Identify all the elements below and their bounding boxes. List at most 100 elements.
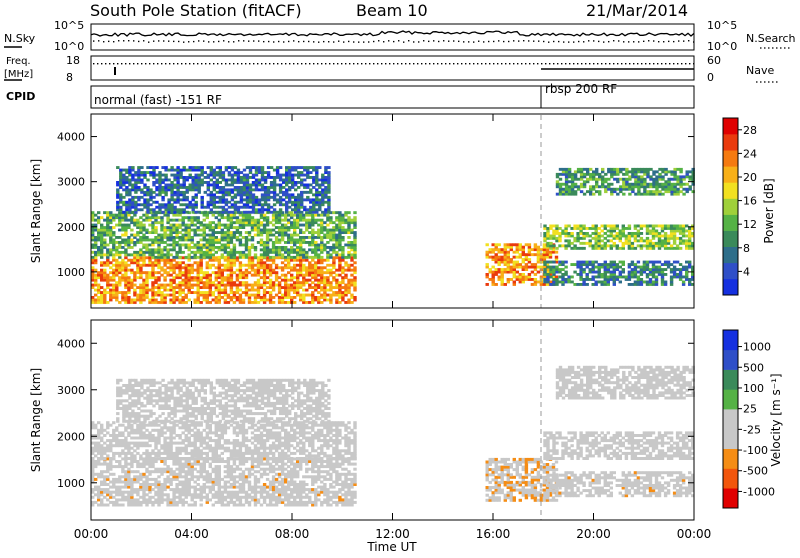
heatmap-cell: [185, 229, 188, 232]
heatmap-cell: [323, 266, 326, 269]
heatmap-cell: [245, 231, 248, 234]
heatmap-cell: [555, 276, 558, 279]
heatmap-cell: [335, 229, 338, 232]
heatmap-cell: [522, 276, 525, 279]
heatmap-cell: [335, 244, 338, 247]
heatmap-cell: [172, 289, 175, 292]
heatmap-cell: [314, 244, 317, 247]
heatmap-cell: [136, 286, 139, 289]
heatmap-cell: [224, 264, 227, 267]
heatmap-cell: [564, 247, 567, 250]
heatmap-cell: [227, 276, 230, 279]
heatmap-cell: [242, 244, 245, 247]
heatmap-cell: [251, 239, 254, 242]
heatmap-cell: [219, 166, 222, 169]
heatmap-cell: [189, 201, 192, 204]
heatmap-cell: [688, 227, 691, 230]
nave-dot: [317, 63, 318, 64]
heatmap-cell: [296, 289, 299, 292]
heatmap-cell: [242, 251, 245, 254]
nsearch-dot: [518, 40, 519, 41]
heatmap-cell: [273, 208, 276, 211]
heatmap-cell: [658, 185, 661, 188]
heatmap-cell: [531, 278, 534, 281]
heatmap-cell: [230, 259, 233, 262]
heatmap-cell: [561, 261, 564, 264]
heatmap-cell: [616, 188, 619, 191]
heatmap-cell: [112, 501, 115, 504]
heatmap-cell: [306, 174, 309, 177]
heatmap-cell: [206, 286, 209, 289]
heatmap-cell: [221, 231, 224, 234]
heatmap-cell: [628, 266, 631, 269]
heatmap-cell: [130, 478, 133, 481]
heatmap-cell: [170, 191, 173, 194]
heatmap-cell: [263, 214, 266, 217]
heatmap-cell: [561, 281, 564, 284]
heatmap-cell: [670, 235, 673, 238]
nsearch-dot: [163, 40, 164, 41]
heatmap-cell: [616, 266, 619, 269]
heatmap-cell: [504, 261, 507, 264]
heatmap-cell: [574, 173, 577, 176]
heatmap-cell: [679, 168, 682, 171]
nsearch-dot: [623, 41, 624, 42]
heatmap-cell: [103, 481, 106, 484]
heatmap-cell: [221, 291, 224, 294]
y-tick-label: 2000: [57, 221, 85, 234]
heatmap-cell: [148, 248, 151, 251]
heatmap-cell: [311, 239, 314, 242]
nave-dot: [209, 63, 210, 64]
heatmap-cell: [127, 289, 130, 292]
heatmap-cell: [570, 276, 573, 279]
heatmap-cell: [670, 230, 673, 233]
heatmap-cell: [116, 208, 119, 211]
heatmap-cell: [261, 166, 264, 169]
heatmap-cell: [145, 231, 148, 234]
heatmap-cell: [661, 175, 664, 178]
heatmap-cell: [631, 188, 634, 191]
heatmap-cell: [157, 286, 160, 289]
heatmap-cell: [573, 283, 576, 286]
heatmap-cell: [94, 269, 97, 272]
nave-dot: [641, 63, 642, 64]
heatmap-cell: [589, 263, 592, 266]
nsearch-dot: [313, 41, 314, 42]
heatmap-cell: [124, 276, 127, 279]
heatmap-cell: [215, 271, 218, 274]
heatmap-cell: [154, 286, 157, 289]
heatmap-cell: [522, 253, 525, 256]
nave-dot: [373, 63, 374, 64]
nsearch-dot: [583, 41, 584, 42]
heatmap-cell: [534, 243, 537, 246]
heatmap-cell: [294, 198, 297, 201]
heatmap-cell: [188, 299, 191, 302]
heatmap-cell: [583, 193, 586, 196]
heatmap-cell: [112, 234, 115, 237]
heatmap-cell: [204, 171, 207, 174]
heatmap-cell: [673, 185, 676, 188]
heatmap-cell: [231, 198, 234, 201]
heatmap-cell: [197, 241, 200, 244]
heatmap-cell: [601, 230, 604, 233]
heatmap-cell: [326, 216, 329, 219]
heatmap-cell: [133, 214, 136, 217]
heatmap-cell: [347, 264, 350, 267]
heatmap-cell: [191, 286, 194, 289]
nave-dot: [237, 63, 238, 64]
heatmap-cell: [227, 234, 230, 237]
heatmap-cell: [103, 463, 106, 466]
heatmap-cell: [643, 170, 646, 173]
heatmap-cell: [194, 219, 197, 222]
heatmap-cell: [119, 181, 122, 184]
heatmap-cell: [121, 241, 124, 244]
heatmap-cell: [332, 259, 335, 262]
heatmap-cell: [227, 256, 230, 259]
heatmap-cell: [297, 166, 300, 169]
heatmap-cell: [251, 219, 254, 222]
heatmap-cell: [161, 181, 164, 184]
heatmap-cell: [112, 259, 115, 262]
heatmap-cell: [287, 266, 290, 269]
nsearch-dot: [553, 41, 554, 42]
heatmap-cell: [270, 166, 273, 169]
